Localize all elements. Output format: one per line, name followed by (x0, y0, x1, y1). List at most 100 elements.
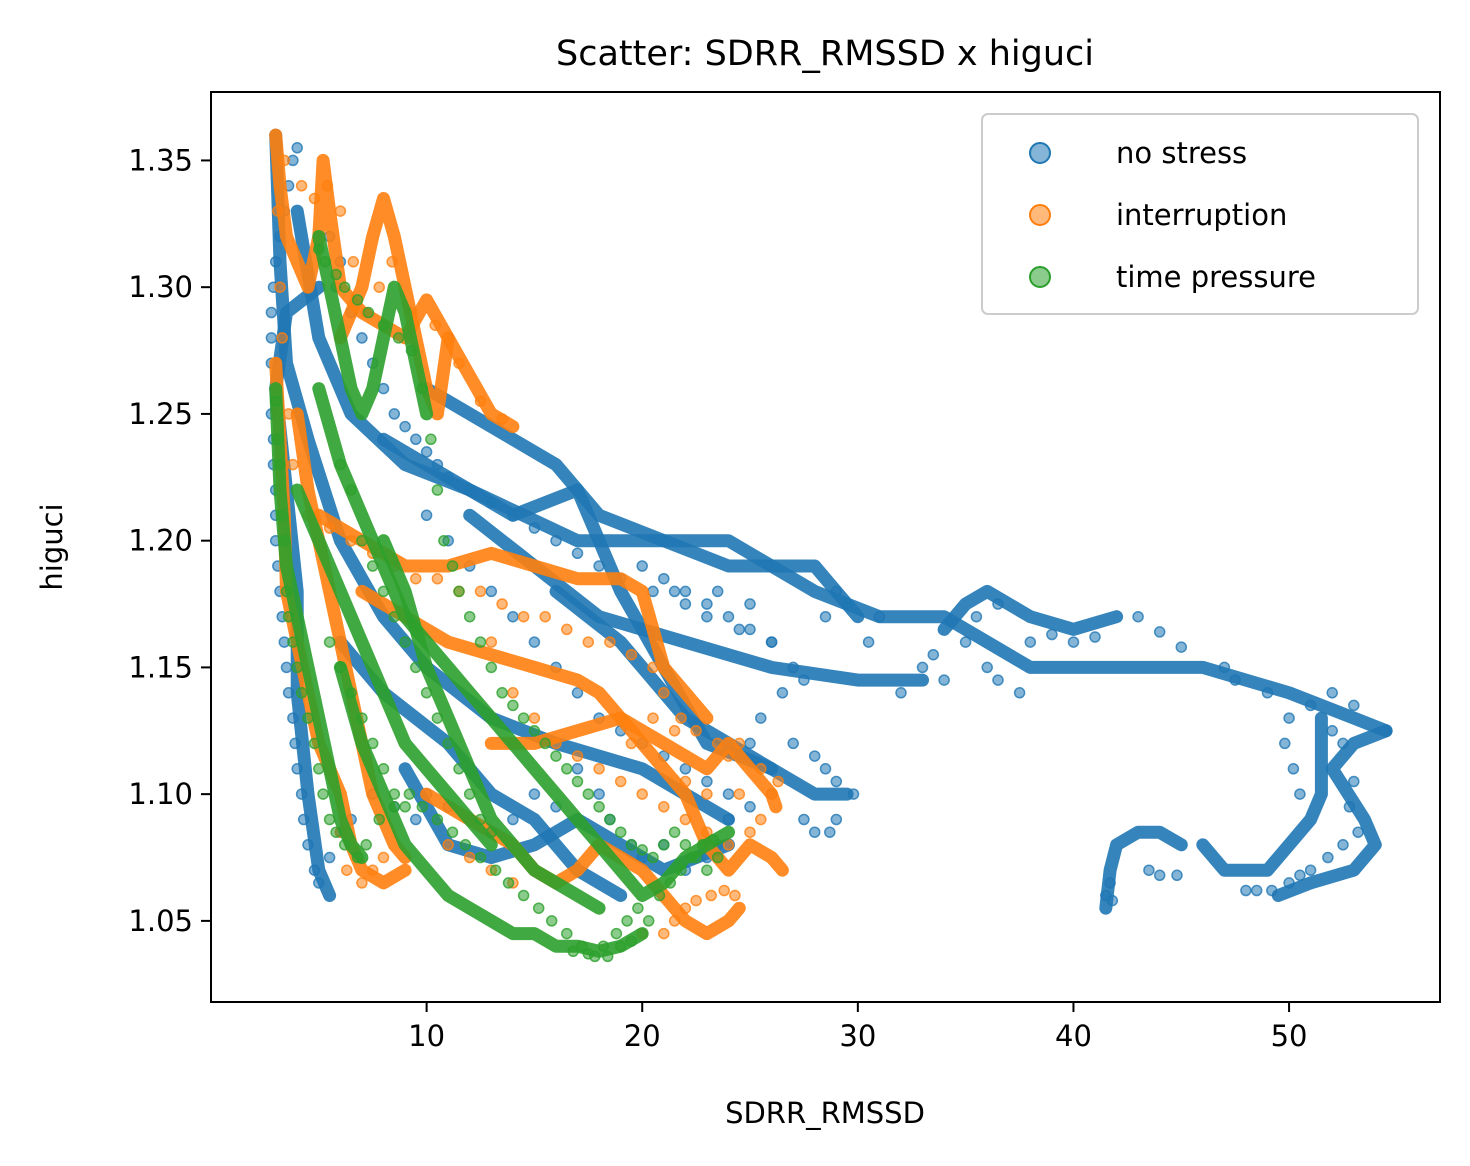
data-point (377, 851, 390, 864)
data-point (1283, 712, 1295, 724)
data-point (776, 687, 789, 699)
data-point (604, 636, 616, 648)
data-point (431, 712, 444, 724)
data-point (772, 775, 784, 788)
data-point (362, 306, 375, 319)
data-point (642, 915, 655, 927)
data-point (282, 687, 295, 699)
data-point (755, 712, 767, 724)
data-point (1013, 687, 1026, 699)
data-point (287, 458, 299, 471)
data-point (668, 585, 681, 598)
data-point (388, 788, 401, 800)
data-point (571, 547, 584, 560)
data-point (410, 813, 422, 826)
data-point (798, 813, 810, 826)
data-point (927, 648, 940, 661)
data-point (366, 560, 379, 572)
data-point (323, 522, 336, 534)
data-point (399, 636, 411, 648)
x-axis: 10 20 30 40 50 (408, 1002, 1308, 1053)
series-time-pressure (269, 230, 735, 963)
data-point (675, 712, 687, 724)
data-point (485, 496, 498, 509)
data-point (334, 661, 347, 674)
y-tick-label: 1.35 (128, 143, 193, 177)
data-point (278, 154, 291, 167)
data-point (744, 737, 756, 750)
data-point (1218, 661, 1231, 674)
data-point (830, 585, 843, 598)
data-point (517, 712, 530, 724)
data-point (517, 889, 530, 902)
x-tick-label: 10 (408, 1019, 445, 1053)
data-point (1171, 869, 1183, 882)
data-point (431, 458, 444, 471)
data-point (485, 585, 498, 598)
data-point (744, 623, 756, 636)
data-point (550, 750, 562, 762)
data-point (485, 826, 498, 838)
data-point (658, 801, 670, 813)
data-point (593, 763, 605, 775)
data-point (744, 598, 756, 610)
data-point (416, 382, 429, 395)
data-point (272, 433, 284, 446)
data-point (1279, 737, 1291, 750)
series-trace (355, 584, 789, 877)
data-point (334, 205, 347, 217)
data-point (280, 661, 293, 674)
data-point (1337, 737, 1349, 750)
data-point (507, 699, 519, 712)
legend-label: time pressure (1116, 260, 1316, 294)
data-point (356, 712, 368, 724)
data-point (733, 623, 746, 636)
data-point (1104, 877, 1116, 889)
plot-frame (210, 91, 1441, 1003)
series-trace (377, 432, 1393, 738)
data-point (722, 813, 735, 826)
data-point (474, 585, 487, 598)
data-point (496, 687, 508, 699)
data-point (830, 813, 843, 826)
data-point (528, 636, 541, 648)
data-point (410, 433, 422, 446)
data-point (755, 813, 767, 826)
data-point (647, 851, 659, 864)
data-point (496, 598, 508, 610)
data-point (679, 775, 692, 788)
data-point (295, 788, 308, 800)
data-point (388, 610, 401, 623)
data-point (959, 636, 972, 648)
data-point (701, 864, 713, 876)
data-point (722, 610, 735, 623)
data-point (347, 256, 360, 268)
data-point (1261, 687, 1274, 699)
data-point (431, 572, 444, 585)
data-point (323, 813, 336, 826)
data-point (610, 927, 623, 940)
legend-marker (1029, 204, 1051, 226)
data-point (1294, 869, 1306, 882)
y-tick-label: 1.10 (128, 777, 193, 811)
data-point (295, 180, 308, 192)
data-point (463, 610, 476, 623)
data-point (604, 813, 616, 826)
data-point (593, 801, 605, 813)
data-point (276, 509, 288, 522)
data-point (399, 801, 411, 813)
data-point (410, 572, 422, 585)
data-point (601, 950, 614, 963)
series-trace (463, 508, 929, 687)
data-point (582, 788, 595, 800)
data-point (313, 243, 325, 255)
data-point (330, 268, 342, 281)
data-point (321, 180, 334, 192)
series-trace (333, 192, 455, 421)
data-point (895, 687, 907, 699)
data-point (614, 940, 627, 952)
data-point (679, 813, 692, 826)
data-point (446, 826, 459, 838)
data-point (1304, 864, 1317, 876)
